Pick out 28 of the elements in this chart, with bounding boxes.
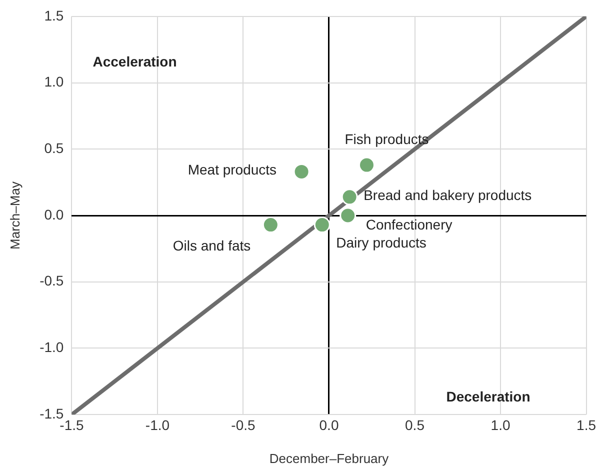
point bbox=[262, 216, 279, 234]
point bbox=[340, 207, 356, 224]
x-axis-title: December–February bbox=[269, 450, 390, 466]
y-tick-label: 0.5 bbox=[44, 140, 64, 156]
point bbox=[341, 188, 358, 206]
x-tick-label: -0.5 bbox=[231, 416, 256, 433]
x-tick-label: 0.0 bbox=[319, 416, 339, 433]
y-tick-label: 1.0 bbox=[44, 74, 64, 90]
y-tick-label: -0.5 bbox=[40, 272, 64, 289]
x-tick-label: 1.5 bbox=[576, 416, 596, 433]
series-label: Bread and bakery products bbox=[364, 186, 532, 203]
series-label: Oils and fats bbox=[172, 238, 251, 254]
series-label: Meat products bbox=[188, 162, 277, 178]
point bbox=[293, 163, 310, 180]
point bbox=[358, 156, 375, 174]
series-label: Confectionery bbox=[366, 216, 452, 232]
x-tick-label: 1.0 bbox=[490, 416, 510, 433]
series-label: Dairy products bbox=[336, 234, 426, 251]
y-tick-label: 1.5 bbox=[44, 7, 64, 24]
y-tick-label: -1.5 bbox=[40, 405, 64, 422]
annotation: Deceleration bbox=[446, 388, 530, 404]
y-tick-label: -1.0 bbox=[40, 339, 64, 356]
y-tick-label: 0.0 bbox=[44, 206, 64, 222]
annotation: Acceleration bbox=[92, 53, 177, 70]
x-tick-label: -1.0 bbox=[145, 416, 170, 433]
y-axis-title: March–May bbox=[7, 181, 22, 250]
point bbox=[314, 216, 330, 234]
x-tick-label: 0.5 bbox=[405, 416, 425, 433]
